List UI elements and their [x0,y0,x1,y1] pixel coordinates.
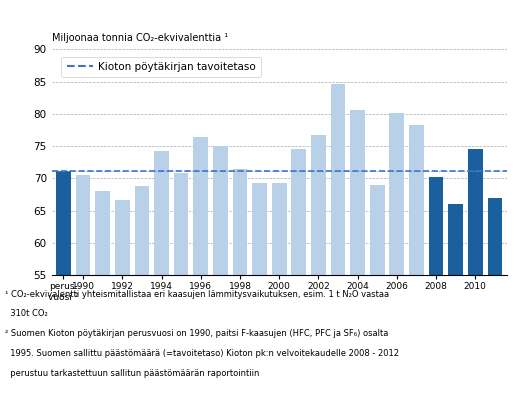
Bar [448,204,463,275]
Bar [370,185,385,275]
Bar [488,198,502,275]
Bar [75,175,90,275]
Bar [193,137,208,275]
Text: 1995. Suomen sallittu päästömäärä (=tavoitetaso) Kioton pk:n velvoitekaudelle 20: 1995. Suomen sallittu päästömäärä (=tavo… [5,349,399,358]
Bar [233,169,247,275]
Text: Miljoonaa tonnia CO₂-ekvivalenttia ¹: Miljoonaa tonnia CO₂-ekvivalenttia ¹ [52,33,228,43]
Bar [95,192,110,275]
Bar [56,171,71,275]
Bar [252,183,267,275]
Bar [311,135,326,275]
Text: perustuu tarkastettuun sallitun päästömäärän raportointiin: perustuu tarkastettuun sallitun päästömä… [5,369,260,378]
Bar [429,177,444,275]
Legend: Kioton pöytäkirjan tavoitetaso: Kioton pöytäkirjan tavoitetaso [62,57,261,77]
Bar [213,145,227,275]
Text: ² Suomen Kioton pöytäkirjan perusvuosi on 1990, paitsi F-kaasujen (HFC, PFC ja S: ² Suomen Kioton pöytäkirjan perusvuosi o… [5,329,389,338]
Bar [115,200,130,275]
Bar [409,125,424,275]
Bar [292,149,306,275]
Bar [272,183,286,275]
Bar [389,113,404,275]
Text: ¹ CO₂-ekvivalentti yhteismitallistaa eri kaasujen lämmitysvaikutuksen, esim. 1 t: ¹ CO₂-ekvivalentti yhteismitallistaa eri… [5,290,389,299]
Bar [134,186,149,275]
Bar [468,150,483,275]
Bar [154,151,169,275]
Bar [351,110,365,275]
Bar [174,173,189,275]
Bar [331,84,345,275]
Text: 310t CO₂: 310t CO₂ [5,309,48,319]
